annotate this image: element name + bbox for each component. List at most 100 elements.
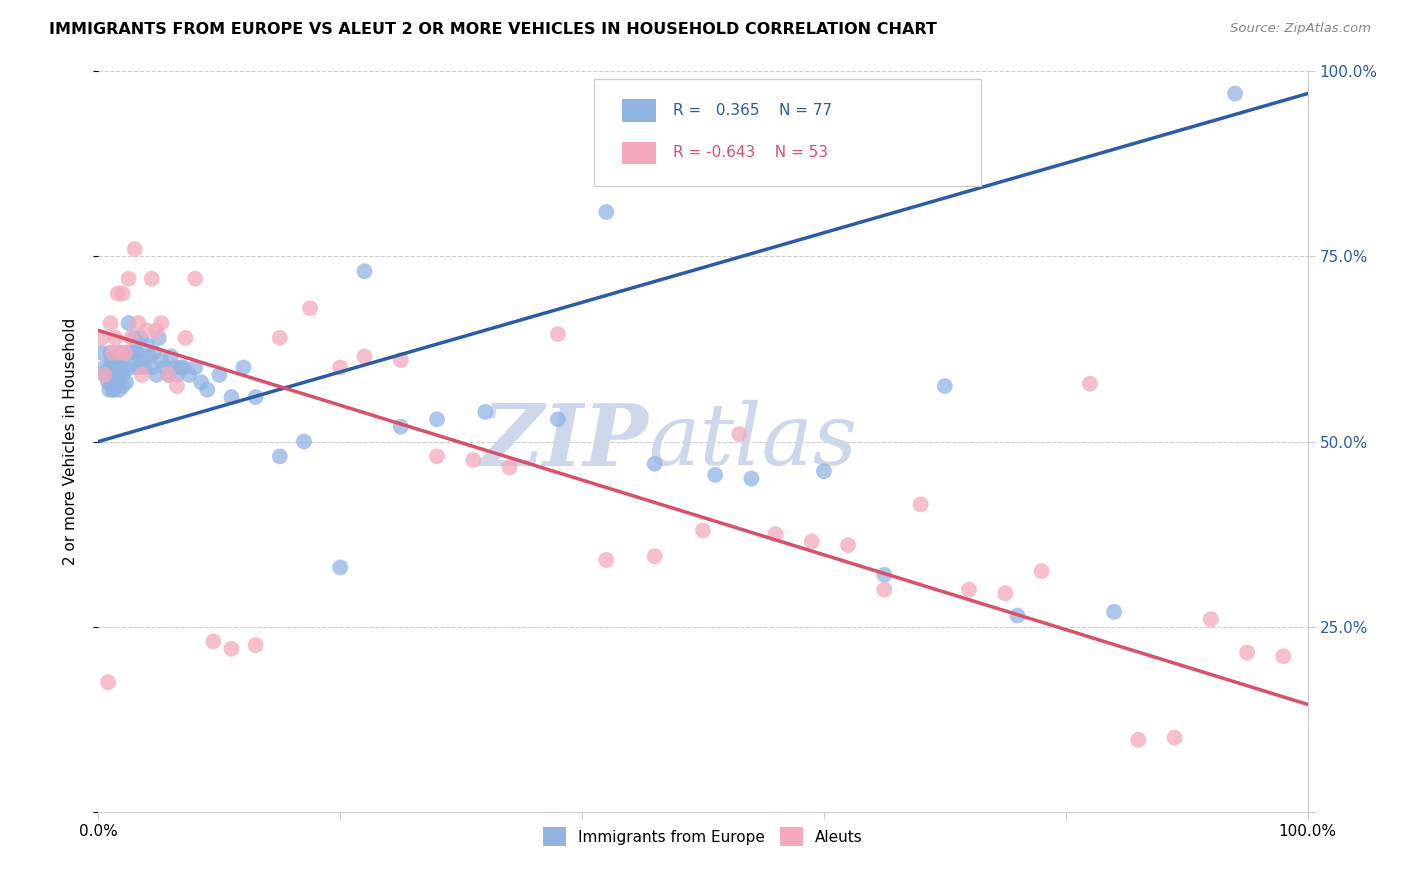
Point (97, 675, 120, 690)
Point (184, 271, 207, 285)
Point (157, 368, 180, 382)
Point (765, 527, 787, 541)
Point (100, 360, 122, 375)
Point (1102, 605, 1125, 619)
Text: ZIP: ZIP (481, 400, 648, 483)
FancyBboxPatch shape (621, 100, 655, 121)
Point (1078, 376, 1101, 391)
Point (208, 368, 231, 382)
Point (111, 379, 134, 393)
Point (1272, 649, 1295, 664)
Point (172, 360, 194, 375)
Point (124, 331, 146, 345)
Point (114, 360, 136, 375)
Point (474, 405, 496, 419)
Point (150, 353, 173, 368)
Point (94, 368, 117, 382)
Point (292, 434, 315, 449)
Point (644, 549, 666, 564)
Point (910, 498, 932, 512)
Point (135, 324, 157, 338)
Point (353, 350, 375, 364)
Point (202, 634, 225, 648)
Point (329, 360, 352, 375)
Point (166, 379, 188, 393)
Point (221, 390, 243, 404)
Point (873, 582, 896, 597)
Point (129, 331, 152, 345)
Point (160, 350, 183, 364)
Point (547, 327, 569, 342)
Point (389, 353, 412, 368)
Point (195, 383, 218, 397)
Point (148, 331, 170, 345)
Text: IMMIGRANTS FROM EUROPE VS ALEUT 2 OR MORE VEHICLES IN HOUSEHOLD CORRELATION CHAR: IMMIGRANTS FROM EUROPE VS ALEUT 2 OR MOR… (49, 22, 936, 37)
Point (107, 286, 129, 301)
Point (179, 368, 201, 382)
Point (994, 586, 1017, 600)
Point (166, 368, 188, 382)
Point (174, 331, 197, 345)
Point (329, 560, 352, 574)
Point (100, 376, 122, 390)
Point (118, 271, 141, 285)
Point (221, 641, 243, 656)
Point (111, 368, 134, 382)
Point (101, 360, 124, 375)
Point (644, 457, 666, 471)
Point (110, 360, 132, 375)
Point (105, 353, 128, 368)
Text: R =   0.365    N = 77: R = 0.365 N = 77 (673, 103, 832, 118)
Point (245, 638, 267, 652)
Point (150, 316, 173, 330)
Point (124, 345, 146, 359)
Point (141, 271, 163, 285)
Point (105, 368, 128, 382)
Text: Source: ZipAtlas.com: Source: ZipAtlas.com (1230, 22, 1371, 36)
Point (232, 360, 254, 375)
Point (127, 316, 149, 330)
Point (498, 460, 520, 475)
Point (269, 450, 291, 464)
Point (163, 360, 186, 375)
Text: R = -0.643    N = 53: R = -0.643 N = 53 (673, 145, 828, 161)
Point (107, 376, 129, 390)
Point (1031, 564, 1053, 578)
Point (1007, 608, 1029, 623)
Point (115, 376, 138, 390)
Point (740, 471, 762, 485)
Point (692, 524, 714, 538)
Point (101, 345, 124, 359)
Point (143, 345, 166, 359)
Point (800, 534, 823, 549)
Point (93, 368, 115, 382)
Point (100, 353, 122, 368)
Point (873, 567, 896, 582)
Point (1163, 731, 1185, 745)
Point (138, 350, 160, 364)
Point (124, 242, 146, 256)
Point (118, 316, 141, 330)
Point (97, 376, 120, 390)
Point (145, 324, 167, 338)
Point (1199, 612, 1222, 626)
Point (104, 364, 127, 378)
Point (1128, 732, 1150, 747)
Legend: Immigrants from Europe, Aleuts: Immigrants from Europe, Aleuts (537, 822, 869, 852)
Point (145, 368, 167, 382)
Point (103, 371, 125, 385)
Point (426, 412, 449, 426)
Point (114, 345, 136, 359)
FancyBboxPatch shape (621, 142, 655, 164)
Point (169, 360, 191, 375)
Point (121, 345, 143, 359)
Point (91, 331, 114, 345)
Point (595, 205, 617, 219)
Point (141, 360, 163, 375)
Point (157, 368, 180, 382)
FancyBboxPatch shape (595, 78, 981, 186)
Point (1223, 87, 1246, 101)
Point (426, 450, 449, 464)
Y-axis label: 2 or more Vehicles in Household: 2 or more Vehicles in Household (63, 318, 77, 566)
Point (135, 338, 157, 352)
